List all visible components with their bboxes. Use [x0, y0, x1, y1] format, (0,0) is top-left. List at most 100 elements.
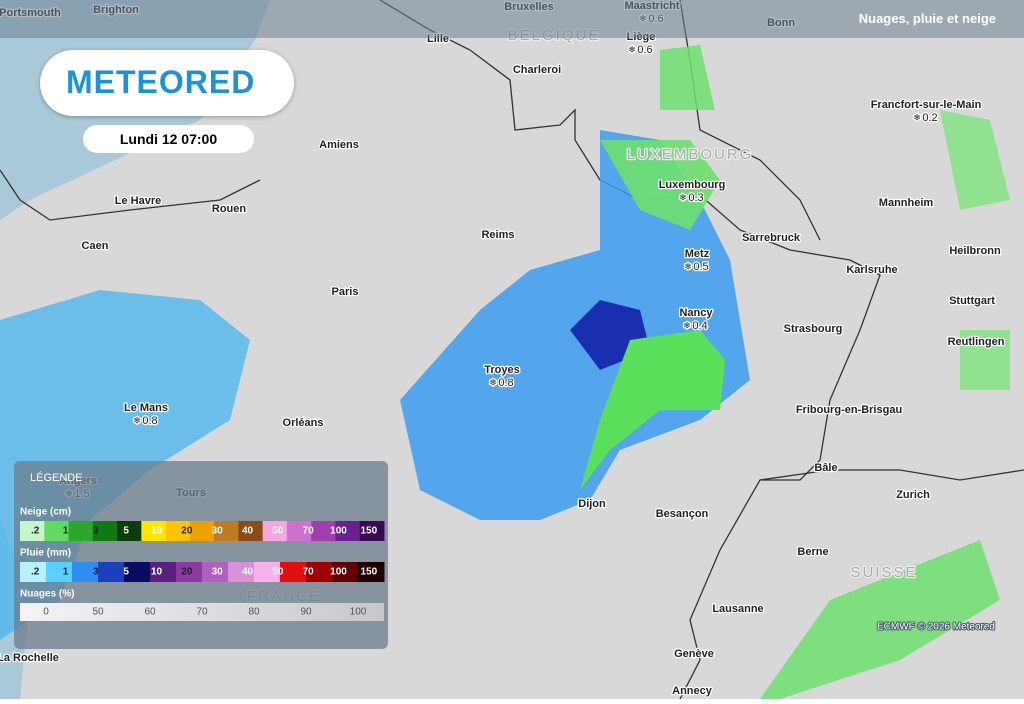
scale-tick: 70 — [196, 607, 208, 618]
scale-bar — [20, 603, 384, 621]
city-label: Nancy — [679, 307, 713, 319]
scale-cell — [20, 521, 45, 541]
layer-name[interactable]: Nuages, pluie et neige — [858, 11, 996, 26]
amount-label: 0.8 — [498, 377, 513, 389]
top-bar: Nuages, pluie et neige — [0, 0, 1024, 38]
city-label: Reims — [481, 229, 514, 241]
city-label: Francfort-sur-le-Main — [871, 99, 982, 111]
scale-tick: 50 — [92, 607, 104, 618]
scale-cell — [165, 521, 191, 541]
scale-cell — [202, 562, 229, 582]
city-label: Rouen — [212, 203, 247, 215]
scale-tick: 3 — [93, 567, 99, 578]
scale-cell — [176, 562, 203, 582]
country-label: LUXEMBOURG — [627, 146, 754, 163]
scale-cell — [46, 562, 73, 582]
credit: ECMWF © 2026 Meteored — [877, 622, 995, 633]
city-label: Paris — [332, 286, 359, 298]
scale-tick: 100 — [350, 607, 367, 618]
scale-tick: 80 — [248, 607, 260, 618]
scale-cell — [359, 521, 385, 541]
scale-tick: .2 — [31, 526, 40, 537]
scale-tick: 1 — [63, 526, 69, 537]
scale-cell — [72, 562, 99, 582]
logo[interactable]: METEORED — [66, 64, 256, 100]
scale-tick: 10 — [151, 567, 163, 578]
amount-label: 0.5 — [693, 261, 708, 273]
city-label: Lausanne — [712, 603, 763, 615]
scale-cell — [189, 521, 215, 541]
city-label: Karlsruhe — [846, 264, 897, 276]
snow-icon: ❄ — [489, 377, 497, 387]
scale-tick: 3 — [93, 526, 99, 537]
scale-tick: 20 — [181, 567, 193, 578]
scale-cell — [286, 521, 312, 541]
date: Lundi 12 07:00 — [83, 125, 254, 153]
scale-cell — [117, 521, 142, 541]
scale-tick: 40 — [242, 526, 254, 537]
scale-tick: 50 — [272, 526, 284, 537]
scale-tick: 1 — [63, 567, 69, 578]
scale-tick: 150 — [360, 526, 377, 537]
scale-tick: 100 — [330, 567, 347, 578]
city-label: Berne — [797, 546, 828, 558]
snow-icon: ❄ — [683, 320, 691, 330]
scale-cell — [335, 521, 361, 541]
snow-icon: ❄ — [684, 261, 692, 271]
scale-tick: 20 — [181, 526, 193, 537]
city-label: Genève — [674, 648, 714, 660]
scale-cell — [44, 521, 70, 541]
city-label: Reutlingen — [948, 336, 1005, 348]
scale-cell — [214, 521, 239, 541]
amount-label: 0.3 — [688, 192, 703, 204]
city-label: Strasbourg — [784, 323, 843, 335]
amount-label: 0.4 — [692, 320, 707, 332]
city-label: Le Mans — [124, 402, 168, 414]
logo-box: METEORED — [40, 50, 294, 116]
city-label: Charleroi — [513, 64, 561, 76]
legend: LÉGENDE Neige (cm).2 1 3 5 10 20 30 40 50 70 100 15… — [20, 471, 385, 621]
scale-tick: 10 — [151, 526, 163, 537]
scale-tick: .2 — [31, 567, 40, 578]
city-label: Annecy — [672, 685, 713, 697]
scale-tick: 100 — [330, 526, 347, 537]
snow-icon: ❄ — [679, 192, 687, 202]
city-label: Mannheim — [879, 197, 934, 209]
scale-cell — [124, 562, 151, 582]
city-label: La Rochelle — [0, 652, 59, 664]
scale-tick: 90 — [300, 607, 312, 618]
scale-cell — [141, 521, 167, 541]
scale-cell — [262, 521, 288, 541]
scale-cell — [306, 562, 333, 582]
amount-label: 0.6 — [637, 44, 652, 56]
scale-cell — [311, 521, 336, 541]
city-label: Fribourg-en-Brisgau — [796, 404, 902, 416]
scale-tick: 0 — [43, 607, 49, 618]
city-label: Besançon — [656, 508, 709, 520]
city-label: Dijon — [578, 498, 606, 510]
scale-tick: 150 — [360, 567, 377, 578]
city-label: Zurich — [896, 489, 930, 501]
city-label: Caen — [82, 240, 109, 252]
scale-cell — [238, 521, 264, 541]
city-label: Luxembourg — [659, 179, 726, 191]
city-label: Sarrebruck — [742, 232, 801, 244]
scale-tick: 40 — [242, 567, 254, 578]
scale-tick: 50 — [272, 567, 284, 578]
scale-tick: 60 — [144, 607, 156, 618]
city-label: Stuttgart — [949, 295, 995, 307]
scale-tick: 30 — [212, 567, 224, 578]
scale-cell — [68, 521, 94, 541]
scale-cell — [254, 562, 281, 582]
scale-tick: 5 — [123, 526, 129, 537]
legend-box — [14, 461, 388, 649]
city-label: Bâle — [814, 462, 837, 474]
scale-cell — [20, 562, 47, 582]
city-label: Troyes — [484, 364, 519, 376]
legend-title: LÉGENDE — [30, 471, 83, 484]
city-label: Metz — [685, 248, 710, 260]
scale-cell — [332, 562, 359, 582]
scale-cell — [150, 562, 177, 582]
